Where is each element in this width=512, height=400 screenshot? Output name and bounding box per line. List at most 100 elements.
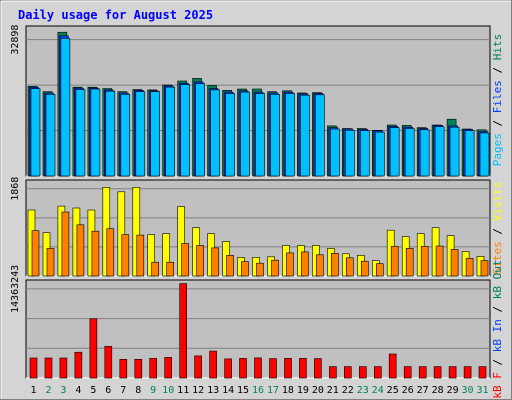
bar-sites (241, 261, 249, 277)
bar-visits (132, 187, 141, 277)
bar-pages (105, 90, 116, 177)
x-tick-label: 29 (447, 385, 459, 396)
bar-kb-f (418, 366, 427, 379)
bar-sites (420, 246, 429, 277)
bar-sites (31, 230, 40, 277)
bar-pages (225, 93, 235, 177)
x-tick-label: 6 (105, 385, 111, 396)
x-tick-label: 18 (282, 385, 294, 396)
y-max-label: 1868 (10, 177, 21, 201)
panel-2: 1868 (10, 177, 491, 277)
bar-kb-f (239, 358, 247, 379)
bar-kb-f (448, 366, 457, 379)
bar-kb-f (89, 318, 98, 379)
x-tick-label: 11 (177, 385, 189, 396)
x-tick-label: 7 (120, 385, 126, 396)
right-label-top-part: Files (491, 80, 504, 113)
bar-pages (150, 91, 160, 177)
bar-kb-f (373, 366, 382, 379)
bar-pages (165, 86, 175, 177)
bar-kb-f (59, 357, 68, 379)
bar-kb-f (119, 358, 128, 379)
x-tick-label: 20 (312, 385, 324, 396)
bar-pages (419, 129, 430, 177)
bar-pages (135, 91, 146, 177)
bar-pages (255, 93, 265, 177)
bar-kb-f (134, 358, 143, 379)
bar-kb-f (284, 358, 292, 379)
x-tick-label: 5 (90, 385, 96, 396)
bar-pages (374, 131, 385, 177)
bar-kb-f (194, 355, 202, 379)
bar-sites (151, 261, 159, 277)
right-label-middle-part: / (491, 221, 504, 241)
right-label-top-part: Pages (491, 133, 504, 166)
x-tick-label: 12 (192, 385, 204, 396)
bar-visits (147, 234, 155, 277)
bar-kb-f (478, 366, 487, 379)
right-label-bottom-part: kB In (491, 319, 504, 352)
right-label-top-part: / (491, 60, 504, 80)
bar-kb-f (403, 366, 412, 379)
bar-pages (30, 88, 41, 177)
y-max-label: 14363243 (10, 265, 21, 313)
x-tick-label: 4 (75, 385, 81, 396)
bar-pages (240, 91, 250, 177)
right-label-middle-part: Visits (491, 182, 504, 222)
panel-3: 14363243 (10, 265, 491, 379)
x-tick-label: 24 (372, 385, 384, 396)
bar-kb-f (254, 357, 262, 379)
bar-sites (46, 248, 55, 277)
chart-title: Daily usage for August 2025 (18, 8, 213, 22)
bar-sites (76, 224, 85, 277)
bar-pages (210, 89, 220, 177)
bar-sites (465, 257, 474, 277)
bar-sites (256, 262, 264, 277)
x-tick-label: 14 (222, 385, 234, 396)
x-tick-label: 9 (150, 385, 156, 396)
bar-kb-f (343, 366, 352, 379)
bar-kb-f (104, 346, 113, 379)
bar-kb-f (74, 351, 83, 379)
bar-sites (405, 248, 414, 277)
bar-pages (180, 84, 190, 177)
bar-kb-f (149, 358, 157, 379)
x-tick-label: 17 (267, 385, 279, 396)
bar-pages (449, 126, 460, 177)
bar-pages (300, 94, 310, 177)
right-label-middle-part: Sites (491, 241, 504, 274)
bar-pages (464, 130, 475, 177)
bar-kb-f (299, 358, 307, 379)
bar-pages (75, 89, 86, 177)
x-tick-label: 31 (476, 385, 488, 396)
bar-kb-f (358, 366, 367, 379)
bar-sites (271, 259, 279, 277)
bar-pages (45, 94, 56, 177)
bar-visits (177, 206, 185, 277)
panel-1: 32898 (10, 25, 491, 177)
right-label-top-part: / (491, 113, 504, 133)
x-tick-label: 21 (327, 385, 339, 396)
right-label-bottom-part: kB F (491, 372, 504, 399)
x-tick-label: 26 (402, 385, 414, 396)
bar-kb-f (164, 357, 172, 379)
bar-sites (91, 230, 100, 277)
right-label-top-part: Hits (491, 34, 504, 61)
bar-sites (345, 257, 354, 277)
bar-sites (61, 211, 70, 277)
bar-sites (121, 234, 130, 277)
bar-sites (226, 255, 234, 277)
bar-pages (404, 128, 415, 177)
bar-kb-f (314, 358, 322, 379)
x-tick-label: 27 (417, 385, 429, 396)
bar-sites (375, 263, 384, 277)
bar-kb-f (433, 366, 442, 379)
right-label-bottom-part: / (491, 299, 504, 319)
x-tick-label: 2 (45, 385, 51, 396)
bar-kb-f (29, 357, 38, 379)
x-tick-label: 10 (162, 385, 174, 396)
bar-pages (359, 130, 370, 177)
bar-sites (181, 243, 189, 277)
